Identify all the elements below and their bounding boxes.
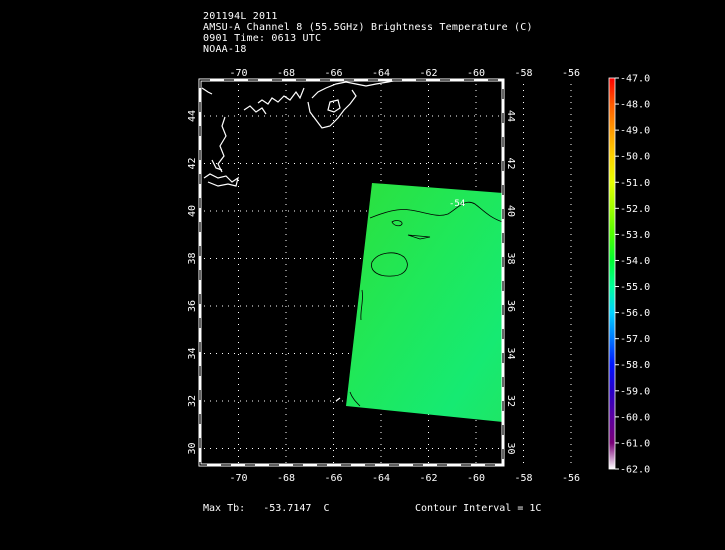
colorbar-label: -47.0 <box>620 74 650 85</box>
latitude-tick-label: 42 <box>505 157 516 169</box>
longitude-tick-label: -58 <box>514 473 532 484</box>
colorbar-label: -49.0 <box>620 126 650 137</box>
contour-ring <box>371 252 408 277</box>
contour-interval: Contour Interval = 1C <box>415 503 542 514</box>
max-tb-value: -53.7147 <box>263 503 312 514</box>
latitude-tick-label: 44 <box>505 110 516 122</box>
colorbar-label: -51.0 <box>620 178 650 189</box>
latitude-tick-label: 38 <box>505 252 516 264</box>
max-tb: Max Tb: -53.7147 C <box>203 503 329 514</box>
coastline <box>201 79 410 402</box>
header-line-3: 0901 Time: 0613 UTC <box>203 33 322 44</box>
colorbar-label: -53.0 <box>620 230 650 241</box>
longitude-tick-label: -70 <box>229 473 247 484</box>
latitude-tick-label: 34 <box>187 347 198 359</box>
colorbar-label: -48.0 <box>620 100 650 111</box>
longitude-tick-label: -58 <box>514 68 532 79</box>
longitude-tick-label: -56 <box>562 68 580 79</box>
latitude-tick-label: 30 <box>187 442 198 454</box>
latitude-tick-label: 42 <box>187 157 198 169</box>
longitude-tick-label: -68 <box>277 68 295 79</box>
latitude-labels-right: 44 42 40 38 36 34 32 30 <box>505 110 516 455</box>
colorbar-label: -61.0 <box>620 438 650 449</box>
colorbar-label: -57.0 <box>620 334 650 345</box>
colorbar-label: -62.0 <box>620 465 650 476</box>
latitude-tick-label: 44 <box>187 110 198 122</box>
contour-line <box>369 201 504 223</box>
max-tb-label: Max Tb: <box>203 503 246 514</box>
colorbar-scale <box>608 77 616 470</box>
header: 201194L 2011 AMSU-A Channel 8 (55.5GHz) … <box>203 11 533 55</box>
colorbar-label: -50.0 <box>620 152 650 163</box>
colorbar <box>608 77 616 470</box>
header-line-1: 201194L 2011 <box>203 11 278 22</box>
contour-label: -54 <box>449 199 465 209</box>
longitude-labels-top: -70 -68 -66 -64 -62 -60 -58 -56 <box>229 68 580 79</box>
colorbar-label: -56.0 <box>620 308 650 319</box>
colorbar-label: -55.0 <box>620 282 650 293</box>
latitude-tick-label: 32 <box>505 395 516 407</box>
longitude-tick-label: -62 <box>419 68 437 79</box>
colorbar-label: -58.0 <box>620 360 650 371</box>
contour-edge <box>349 289 363 407</box>
brightness-swath <box>346 183 503 422</box>
longitude-tick-label: -60 <box>467 68 485 79</box>
contour-sliver <box>407 234 431 240</box>
longitude-tick-label: -64 <box>372 68 390 79</box>
header-line-2: AMSU-A Channel 8 (55.5GHz) Brightness Te… <box>203 22 533 33</box>
longitude-tick-label: -66 <box>324 68 342 79</box>
longitude-tick-label: -68 <box>277 473 295 484</box>
longitude-tick-label: -60 <box>467 473 485 484</box>
latitude-tick-label: 38 <box>187 252 198 264</box>
longitude-tick-label: -70 <box>229 68 247 79</box>
contour-ring-small <box>391 220 403 227</box>
longitude-labels-bottom: -70 -68 -66 -64 -62 -60 -58 -56 <box>229 473 580 484</box>
latitude-tick-label: 36 <box>187 300 198 312</box>
max-tb-unit: C <box>323 503 330 514</box>
latitude-tick-label: 34 <box>505 347 516 359</box>
longitude-tick-label: -64 <box>372 473 390 484</box>
colorbar-label: -60.0 <box>620 412 650 423</box>
colorbar-label: -52.0 <box>620 204 650 215</box>
latitude-tick-label: 32 <box>187 395 198 407</box>
header-line-4: NOAA-18 <box>203 44 247 55</box>
latitude-tick-label: 40 <box>187 205 198 217</box>
colorbar-labels: -47.0 -48.0 -49.0 -50.0 -51.0 -52.0 -53.0 -54.0… <box>615 74 650 476</box>
latitude-labels-left: 44 42 40 38 36 34 32 30 <box>187 110 198 455</box>
longitude-tick-label: -66 <box>324 473 342 484</box>
latitude-tick-label: 40 <box>505 205 516 217</box>
longitude-tick-label: -56 <box>562 473 580 484</box>
latitude-tick-label: 30 <box>505 442 516 454</box>
longitude-tick-label: -62 <box>419 473 437 484</box>
colorbar-label: -54.0 <box>620 256 650 267</box>
latitude-tick-label: 36 <box>505 300 516 312</box>
colorbar-label: -59.0 <box>620 386 650 397</box>
